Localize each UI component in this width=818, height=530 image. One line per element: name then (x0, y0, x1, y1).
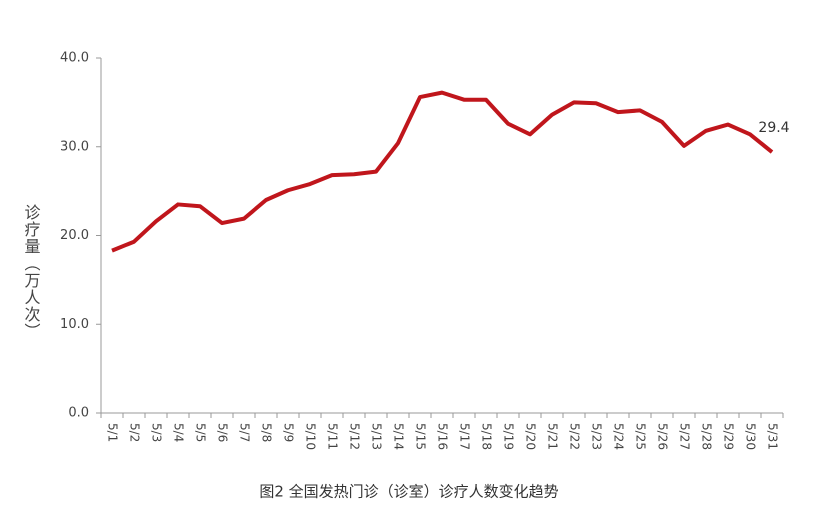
x-tick-label: 5/30 (744, 423, 758, 450)
series-line (111, 90, 774, 253)
x-tick-label: 5/16 (436, 423, 450, 450)
x-tick-label: 5/10 (304, 423, 318, 450)
x-tick-label: 5/28 (700, 423, 714, 450)
x-tick-label: 5/9 (282, 423, 296, 442)
y-tick-label: 10.0 (60, 317, 89, 332)
x-tick-label: 5/6 (216, 423, 230, 442)
y-tick-label: 40.0 (60, 51, 89, 66)
x-tick-label: 5/7 (238, 423, 252, 442)
x-tick-label: 5/26 (656, 423, 670, 450)
y-tick-label: 20.0 (60, 228, 89, 243)
y-axis-label: 诊疗量（万人次） (22, 204, 41, 340)
x-tick-label: 5/8 (260, 423, 274, 442)
x-tick-label: 5/13 (370, 423, 384, 450)
x-tick-label: 5/18 (480, 423, 494, 450)
x-tick-label: 5/23 (590, 423, 604, 450)
x-tick-label: 5/15 (414, 423, 428, 450)
data-label: 29.4 (758, 120, 789, 136)
x-tick-label: 5/4 (172, 423, 186, 442)
x-tick-label: 5/29 (722, 423, 736, 450)
x-tick-label: 5/31 (766, 423, 780, 450)
x-tick-label: 5/25 (634, 423, 648, 450)
x-tick-label: 5/11 (326, 423, 340, 450)
x-tick-label: 5/19 (502, 423, 516, 450)
x-tick-label: 5/21 (546, 423, 560, 450)
x-tick-label: 5/27 (678, 423, 692, 450)
caption: 图2 全国发热门诊（诊室）诊疗人数变化趋势 (259, 483, 558, 501)
x-tick-label: 5/5 (194, 423, 208, 442)
y-tick-label: 30.0 (60, 139, 89, 154)
x-tick-label: 5/12 (348, 423, 362, 450)
x-tick-label: 5/14 (392, 423, 406, 450)
x-tick-label: 5/17 (458, 423, 472, 450)
x-tick-label: 5/20 (524, 423, 538, 450)
x-tick-label: 5/1 (106, 423, 120, 442)
x-tick-label: 5/22 (568, 423, 582, 450)
x-tick-label: 5/24 (612, 423, 626, 450)
x-tick-label: 5/3 (150, 423, 164, 442)
y-tick-label: 0.0 (68, 406, 89, 421)
x-tick-label: 5/2 (128, 423, 142, 442)
